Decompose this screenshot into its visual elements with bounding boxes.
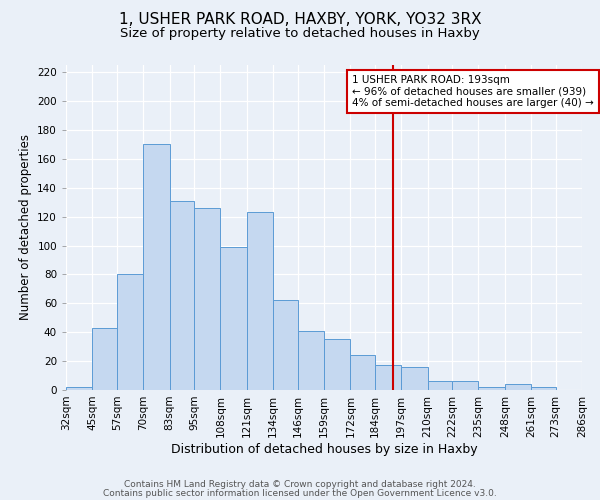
Bar [428, 382, 452, 390]
Bar [478, 387, 505, 390]
Text: 1 USHER PARK ROAD: 193sqm
← 96% of detached houses are smaller (939)
4% of semi-: 1 USHER PARK ROAD: 193sqm ← 96% of detac… [352, 74, 594, 108]
Text: Size of property relative to detached houses in Haxby: Size of property relative to detached ho… [120, 28, 480, 40]
Y-axis label: Number of detached properties: Number of detached properties [19, 134, 32, 320]
Bar [247, 212, 273, 390]
Text: Contains HM Land Registry data © Crown copyright and database right 2024.: Contains HM Land Registry data © Crown c… [124, 480, 476, 489]
Bar [143, 144, 170, 390]
Bar [117, 274, 143, 390]
Text: 1, USHER PARK ROAD, HAXBY, YORK, YO32 3RX: 1, USHER PARK ROAD, HAXBY, YORK, YO32 3R… [119, 12, 481, 28]
Bar [350, 356, 375, 390]
Bar [220, 247, 247, 390]
Bar [92, 328, 117, 390]
Bar [66, 387, 92, 390]
Text: Contains public sector information licensed under the Open Government Licence v3: Contains public sector information licen… [103, 488, 497, 498]
Bar [170, 201, 194, 390]
Bar [505, 384, 531, 390]
Bar [194, 208, 220, 390]
Bar [401, 367, 428, 390]
Bar [324, 340, 350, 390]
Bar [298, 331, 324, 390]
X-axis label: Distribution of detached houses by size in Haxby: Distribution of detached houses by size … [170, 442, 478, 456]
Bar [452, 382, 478, 390]
Bar [273, 300, 298, 390]
Bar [375, 366, 401, 390]
Bar [531, 387, 556, 390]
